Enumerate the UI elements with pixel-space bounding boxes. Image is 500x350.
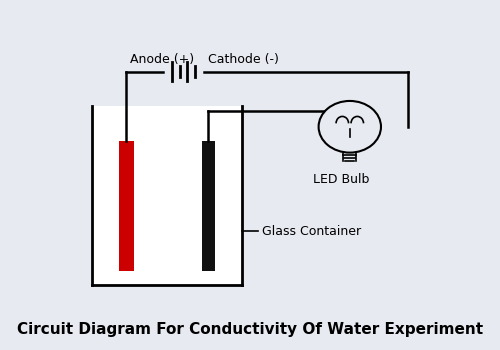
Bar — [119, 141, 134, 272]
Bar — [202, 141, 214, 272]
Text: Glass Container: Glass Container — [262, 225, 362, 238]
Circle shape — [318, 101, 381, 153]
Polygon shape — [92, 106, 242, 285]
Text: Anode (+): Anode (+) — [130, 54, 194, 66]
Text: LED Bulb: LED Bulb — [314, 173, 370, 186]
Text: Circuit Diagram For Conductivity Of Water Experiment: Circuit Diagram For Conductivity Of Wate… — [17, 322, 483, 337]
Text: Cathode (-): Cathode (-) — [208, 54, 280, 66]
